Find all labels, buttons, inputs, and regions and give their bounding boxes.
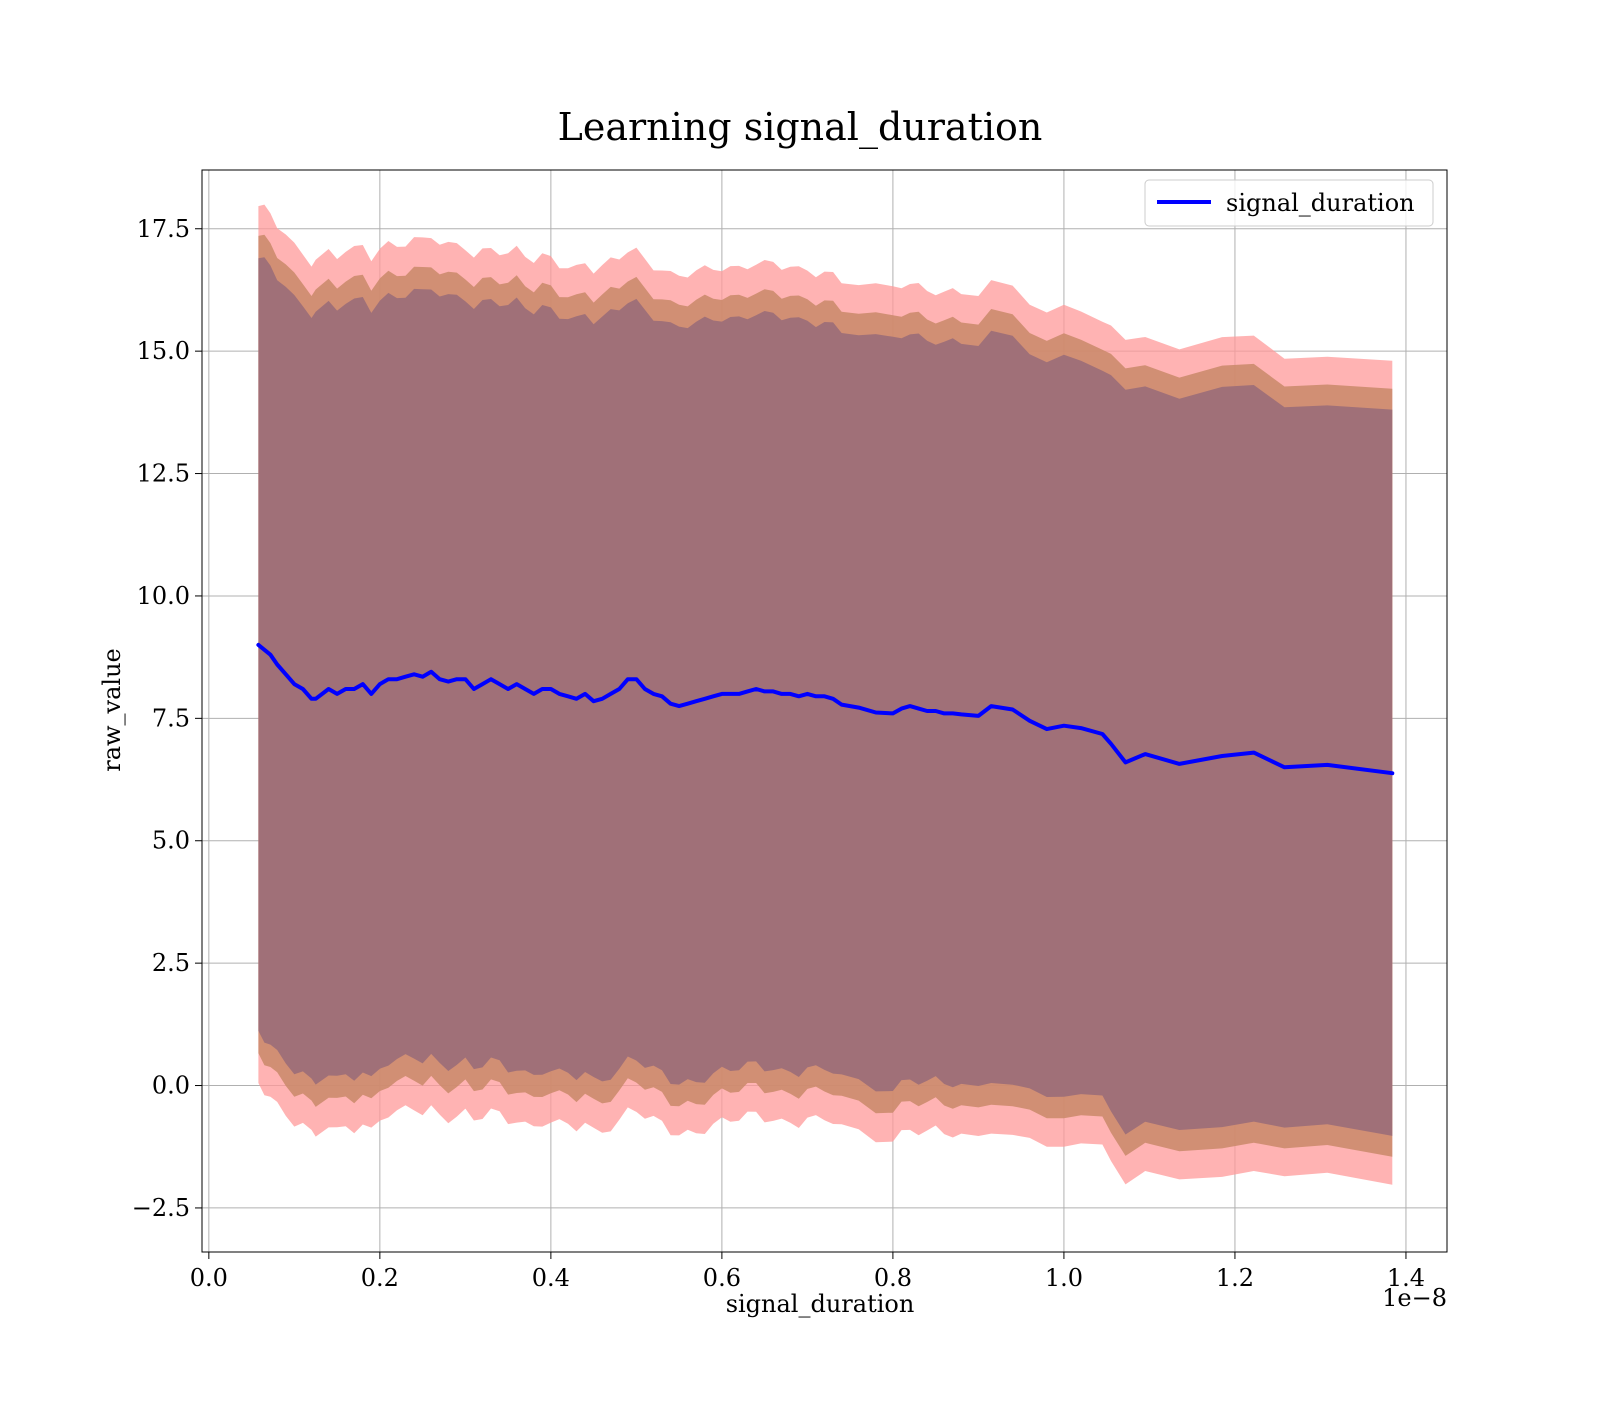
x-tick-label: 1.2 [1216, 1264, 1254, 1292]
y-tick-label: 12.5 [137, 460, 190, 488]
legend: signal_duration [1144, 179, 1434, 227]
x-axis-ticks: 0.0 0.2 0.4 0.6 0.8 1.0 1.2 1.4 [190, 1252, 1425, 1292]
y-tick-label: −2.5 [132, 1194, 190, 1222]
y-tick-label: 0.0 [152, 1072, 190, 1100]
y-tick-label: 15.0 [137, 337, 190, 365]
y-tick-label: 7.5 [152, 704, 190, 732]
y-tick-label: 17.5 [137, 215, 190, 243]
y-tick-label: 10.0 [137, 582, 190, 610]
x-tick-label: 0.4 [532, 1264, 570, 1292]
x-tick-label: 1.0 [1045, 1264, 1083, 1292]
x-tick-label: 0.6 [703, 1264, 741, 1292]
legend-label: signal_duration [1226, 189, 1415, 217]
chart-title: Learning signal_duration [558, 105, 1043, 150]
plot-frame [201, 169, 1448, 1253]
x-tick-label: 0.0 [190, 1264, 228, 1292]
legend-box [1144, 179, 1434, 227]
x-tick-label: 0.2 [361, 1264, 399, 1292]
x-axis-offset-label: 1e−8 [1382, 1284, 1447, 1312]
y-axis-ticks: −2.5 0.0 2.5 5.0 7.5 10.0 12.5 15.0 17.5 [132, 215, 202, 1222]
x-tick-label: 1.4 [1387, 1264, 1425, 1292]
x-axis-label: signal_duration [726, 1290, 915, 1318]
y-tick-label: 2.5 [152, 949, 190, 977]
series-line-signal_duration [256, 642, 1395, 776]
x-tick-label: 0.8 [874, 1264, 912, 1292]
series-lines [256, 642, 1395, 776]
y-axis-label: raw_value [98, 648, 126, 772]
y-tick-label: 5.0 [152, 827, 190, 855]
